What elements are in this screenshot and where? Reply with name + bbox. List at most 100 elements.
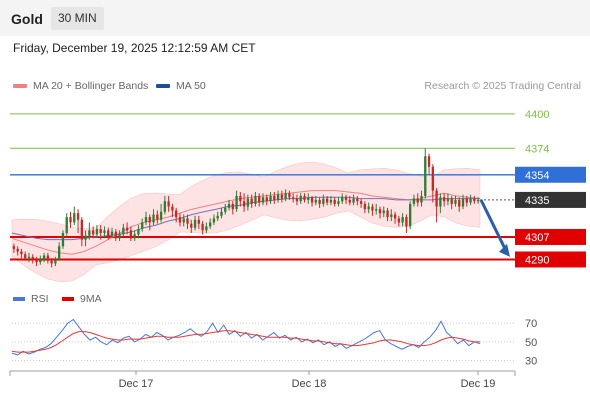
candle-body xyxy=(303,195,306,200)
candle-body xyxy=(420,195,423,203)
candle-body xyxy=(69,217,72,223)
symbol-title: Gold xyxy=(11,11,43,27)
candle-body xyxy=(246,198,250,207)
candle-body xyxy=(133,234,136,239)
candle-body xyxy=(386,210,389,218)
legend-rsi-ma: 9MA xyxy=(62,293,102,305)
candle-body xyxy=(390,214,393,218)
candle-body xyxy=(156,214,159,220)
provider-credit: Research © 2025 Trading Central xyxy=(424,80,581,92)
candle-body xyxy=(299,195,302,202)
candle-body xyxy=(265,197,268,202)
level-tag-4307 xyxy=(515,228,586,245)
legend-ma50: MA 50 xyxy=(156,80,206,92)
candle-body xyxy=(378,209,382,214)
candle-body xyxy=(397,218,401,223)
candle-body xyxy=(269,195,272,202)
candle-body xyxy=(171,206,174,211)
candle-body xyxy=(73,213,76,223)
time-tick-label-1: Dec 18 xyxy=(292,378,327,390)
ma20-swatch-icon xyxy=(13,84,27,89)
candle-body xyxy=(435,190,438,207)
candle-body xyxy=(450,198,453,204)
candle-body xyxy=(322,198,325,204)
candle-body xyxy=(401,217,404,223)
bollinger-band xyxy=(11,161,481,283)
time-tick-label-2: Dec 19 xyxy=(461,378,496,390)
candle-body xyxy=(208,222,212,227)
candle-body xyxy=(99,229,102,233)
candle-body xyxy=(258,195,261,203)
candle-body xyxy=(416,198,419,203)
chart-datetime: Friday, December 19, 2025 12:12:59 AM CE… xyxy=(13,41,256,55)
candle-body xyxy=(114,231,117,239)
candle-body xyxy=(307,197,310,200)
candle-body xyxy=(359,201,363,204)
candle-body xyxy=(227,203,231,208)
level-label-4307: 4307 xyxy=(525,232,549,244)
level-label-4354: 4354 xyxy=(525,170,549,182)
candle-body xyxy=(31,256,34,260)
candle-body xyxy=(375,209,378,211)
forecast-arrow-shaft xyxy=(479,199,509,254)
candle-body xyxy=(27,256,31,259)
candle-body xyxy=(65,217,68,233)
rsi-tick-70: 70 xyxy=(525,318,537,330)
candle-body xyxy=(24,254,27,259)
candle-body xyxy=(427,156,431,167)
candle-body xyxy=(35,259,38,263)
candle-body xyxy=(103,230,106,233)
candle-body xyxy=(54,259,57,264)
level-tag-4335 xyxy=(515,191,586,208)
legend-rsi-ma-label: 9MA xyxy=(80,293,102,305)
candle-body xyxy=(201,223,204,231)
candle-body xyxy=(424,156,427,196)
candle-body xyxy=(178,217,182,223)
candle-body xyxy=(212,218,216,223)
candle-body xyxy=(231,203,234,210)
candle-body xyxy=(137,229,140,235)
candles-group xyxy=(12,148,480,268)
candle-body xyxy=(122,227,125,235)
candle-body xyxy=(197,219,200,224)
candle-body xyxy=(125,227,129,231)
candle-body xyxy=(310,197,314,203)
interval-button[interactable]: 30 MIN xyxy=(51,7,104,30)
candle-body xyxy=(235,195,238,210)
level-label-4374: 4374 xyxy=(525,143,549,155)
candle-body xyxy=(371,206,374,211)
level-tag-4354 xyxy=(515,166,586,183)
candle-body xyxy=(280,194,284,199)
candle-body xyxy=(20,251,23,255)
candle-body xyxy=(239,195,242,202)
candle-body xyxy=(325,198,329,203)
legend-rsi-label: RSI xyxy=(31,293,49,305)
candle-body xyxy=(314,199,317,203)
forecast-arrow-head-icon xyxy=(499,243,510,257)
level-label-4400: 4400 xyxy=(525,109,549,121)
candle-body xyxy=(118,234,121,239)
header-bar: Gold 30 MIN xyxy=(0,0,590,36)
time-tick-label-0: Dec 17 xyxy=(119,378,154,390)
candle-body xyxy=(473,198,476,202)
candle-body xyxy=(50,260,53,264)
candle-body xyxy=(356,198,359,202)
candle-body xyxy=(341,197,344,202)
candle-body xyxy=(42,255,46,260)
rsi-swatch-icon xyxy=(13,297,25,302)
candle-body xyxy=(16,248,19,252)
candle-body xyxy=(88,230,91,236)
rsi-ma-swatch-icon xyxy=(62,297,74,302)
candle-body xyxy=(61,233,65,247)
candle-body xyxy=(329,199,333,203)
candle-body xyxy=(273,195,276,200)
rsi-tick-30: 30 xyxy=(525,356,537,368)
candle-body xyxy=(110,231,114,236)
candle-body xyxy=(431,166,434,191)
candle-body xyxy=(12,246,16,249)
candle-body xyxy=(288,193,291,198)
candle-body xyxy=(476,199,480,202)
legend-ma20-label: MA 20 + Bollinger Bands xyxy=(33,80,149,92)
candle-body xyxy=(80,219,83,240)
